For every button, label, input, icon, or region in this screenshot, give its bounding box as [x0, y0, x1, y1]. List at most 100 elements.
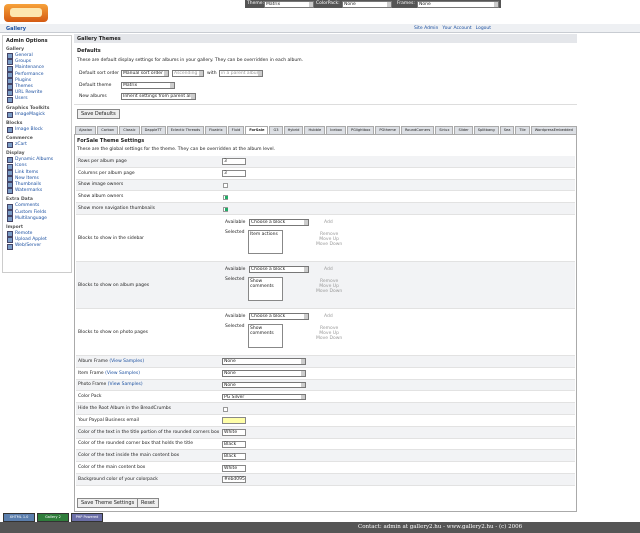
theme-tab[interactable]: Siriux: [435, 126, 454, 134]
theme-tab[interactable]: Slider: [454, 126, 473, 134]
theme-tab[interactable]: G3: [269, 126, 283, 134]
selected-list[interactable]: Item actions: [248, 230, 283, 254]
sidebar-link[interactable]: Maintenance: [15, 65, 44, 71]
theme-tab[interactable]: Classic: [119, 126, 140, 134]
save-defaults-button[interactable]: Save Defaults: [77, 109, 120, 119]
sidebar-link[interactable]: New Items: [15, 175, 39, 181]
text-input[interactable]: Black: [222, 452, 246, 460]
text-input[interactable]: Black: [222, 440, 246, 448]
sidebar-link[interactable]: Thumbnails: [15, 182, 42, 188]
view-samples-link[interactable]: (View Samples): [109, 358, 145, 364]
block-action[interactable]: Move Down: [316, 336, 343, 341]
text-input[interactable]: White: [222, 429, 246, 437]
text-input[interactable]: White: [222, 464, 246, 472]
view-samples-link[interactable]: (View Samples): [107, 382, 143, 388]
reset-button[interactable]: Reset: [137, 498, 159, 508]
text-input[interactable]: #ebd095: [222, 476, 246, 484]
sidebar-link[interactable]: Themes: [15, 84, 33, 90]
theme-tab[interactable]: Ajaxian: [75, 126, 97, 134]
badge[interactable]: Gallery 2: [37, 513, 69, 522]
sidebar-link[interactable]: Multilanguage: [15, 215, 47, 221]
sidebar-link[interactable]: Watermarks: [15, 188, 43, 194]
sort-select[interactable]: Manual sort order: [121, 70, 169, 77]
theme-tab[interactable]: Hubble: [304, 126, 326, 134]
sidebar-link[interactable]: Performance: [15, 71, 44, 77]
email-input[interactable]: [222, 417, 246, 425]
theme-tab[interactable]: Sea: [499, 126, 515, 134]
block-action[interactable]: Move Up: [319, 284, 339, 289]
sidebar-link[interactable]: Plugins: [15, 77, 32, 83]
sidebar-link[interactable]: ImageMagick: [15, 111, 45, 117]
available-select[interactable]: Choose a block: [249, 219, 309, 226]
theme-tab[interactable]: Carbon: [97, 126, 119, 134]
theme-tab[interactable]: Icebox: [326, 126, 346, 134]
sidebar-link[interactable]: Web/Server: [15, 243, 42, 249]
theme-tab[interactable]: Tile: [515, 126, 530, 134]
sidebar-link[interactable]: Upload Applet: [15, 237, 47, 243]
sidebar-link[interactable]: General: [15, 53, 33, 58]
block-action[interactable]: Move Down: [316, 242, 343, 247]
sidebar-link[interactable]: Dynamic Albums: [15, 157, 54, 163]
default-theme-select[interactable]: Matrix: [121, 82, 175, 89]
select-input[interactable]: None: [222, 358, 306, 365]
theme-tab[interactable]: PGlightbox: [346, 126, 375, 134]
block-action[interactable]: Move Down: [316, 289, 343, 294]
theme-tab[interactable]: WordpressEmbedded: [530, 126, 577, 134]
sidebar-link[interactable]: zCart: [15, 142, 27, 148]
selected-list[interactable]: Show comments: [248, 277, 283, 301]
text-input[interactable]: 3: [222, 170, 246, 178]
checkbox[interactable]: [223, 406, 228, 412]
add-button[interactable]: Add: [324, 314, 333, 319]
theme-tab[interactable]: Eclectic Threads: [166, 126, 205, 134]
view-samples-link[interactable]: (View Samples): [105, 370, 140, 376]
header-link[interactable]: Site Admin: [414, 26, 439, 31]
colorpack-select[interactable]: None: [342, 1, 392, 8]
badge[interactable]: XHTML 1.0: [3, 513, 35, 522]
add-button[interactable]: Add: [324, 220, 333, 225]
select-input[interactable]: PG Silver: [222, 393, 306, 401]
theme-tab[interactable]: Splitbang: [473, 126, 499, 134]
sidebar-link[interactable]: Link Items: [15, 169, 39, 175]
selected-list[interactable]: Show comments: [248, 324, 283, 348]
sidebar-link[interactable]: Groups: [15, 59, 32, 65]
sidebar-link[interactable]: Image Block: [15, 126, 43, 132]
theme-tab[interactable]: Floatrix: [205, 126, 227, 134]
block-action[interactable]: Remove: [319, 232, 339, 237]
sidebar-link[interactable]: Icons: [15, 163, 27, 169]
theme-tab[interactable]: DappleTT: [140, 126, 166, 134]
theme-tab[interactable]: RoundCorners: [400, 126, 435, 134]
block-action[interactable]: Remove: [319, 326, 339, 331]
theme-tab[interactable]: PGtheme: [375, 126, 400, 134]
checkbox[interactable]: [223, 206, 228, 212]
theme-tab[interactable]: ForSale: [245, 126, 269, 134]
sidebar-link[interactable]: Users: [15, 96, 28, 102]
order-select[interactable]: Ascending: [172, 70, 204, 77]
block-action[interactable]: Move Up: [319, 237, 339, 242]
add-button[interactable]: Add: [324, 267, 333, 272]
block-action[interactable]: Move Up: [319, 331, 339, 336]
theme-select[interactable]: Matrix: [264, 1, 314, 8]
theme-tab[interactable]: Fluid: [227, 126, 245, 134]
header-link[interactable]: Logout: [475, 26, 492, 31]
available-select[interactable]: Choose a block: [249, 266, 309, 273]
breadcrumb[interactable]: Gallery: [6, 26, 27, 32]
checkbox[interactable]: [223, 182, 228, 188]
text-input[interactable]: 3: [222, 158, 246, 166]
sidebar-link[interactable]: Custom Fields: [15, 209, 47, 215]
theme-tab[interactable]: Hybrid: [283, 126, 304, 134]
with-select[interactable]: in a parent album: [219, 70, 263, 77]
available-select[interactable]: Choose a block: [249, 313, 309, 320]
row-label-text: Blocks to show on album pages: [78, 282, 150, 288]
sidebar-link[interactable]: URL Rewrite: [15, 90, 43, 96]
badge[interactable]: PHP Powered: [71, 513, 103, 522]
block-action[interactable]: Remove: [319, 279, 339, 284]
save-settings-button[interactable]: Save Theme Settings: [77, 498, 139, 508]
select-input[interactable]: None: [222, 370, 306, 377]
sidebar-link[interactable]: Remote: [15, 231, 33, 237]
header-link[interactable]: Your Account: [442, 26, 472, 31]
new-albums-select[interactable]: Inherit settings from parent album: [121, 93, 196, 100]
frames-select[interactable]: None: [417, 1, 499, 8]
checkbox[interactable]: [223, 194, 228, 200]
sidebar-link[interactable]: Comments: [15, 203, 40, 209]
select-input[interactable]: None: [222, 381, 306, 389]
